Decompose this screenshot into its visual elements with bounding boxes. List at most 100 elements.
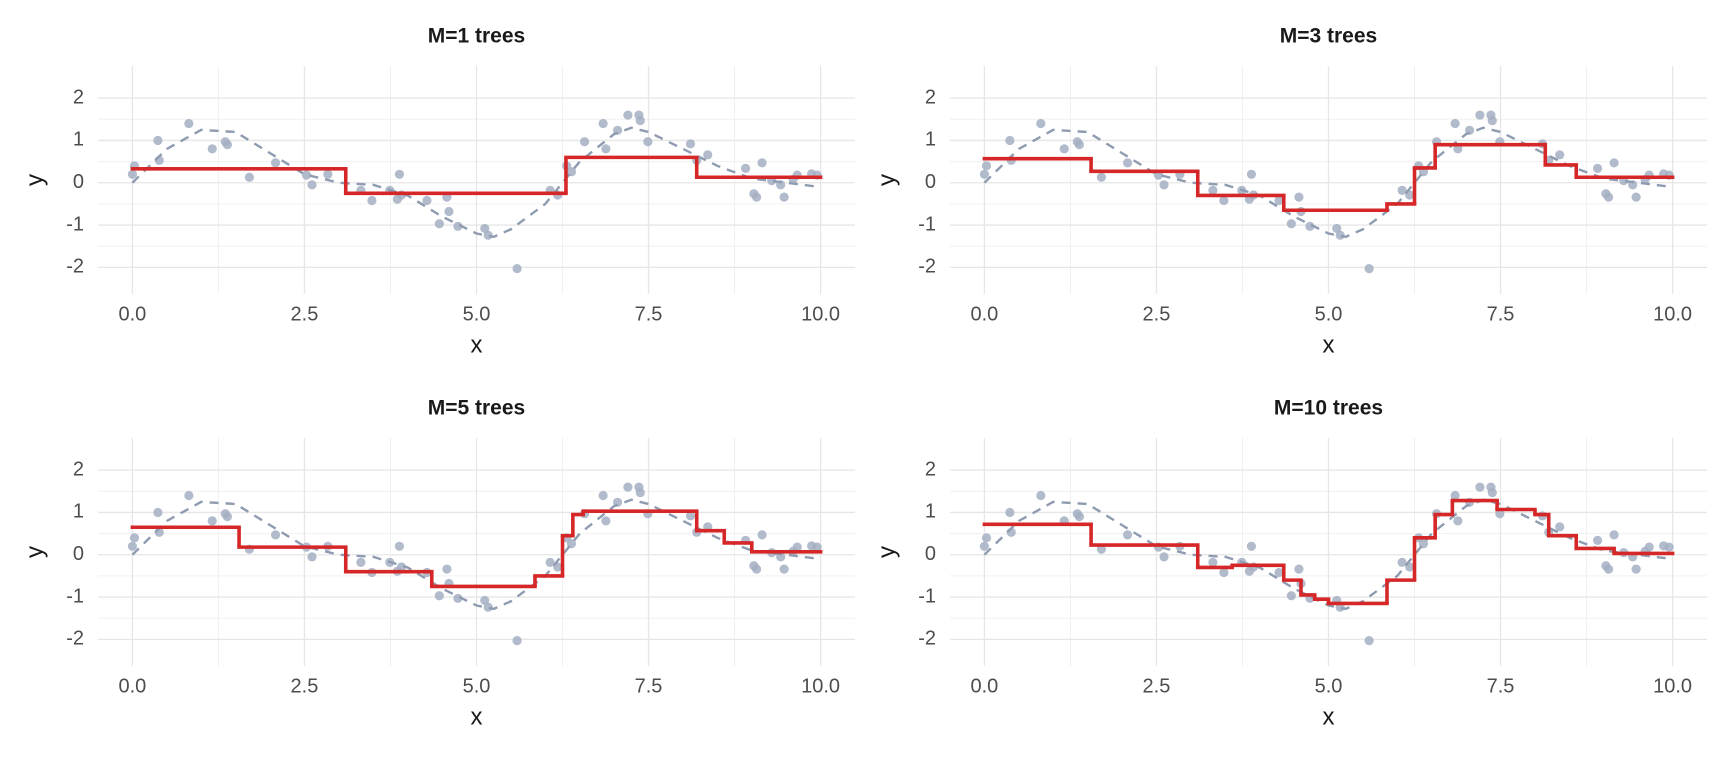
x-axis-title: x xyxy=(471,703,483,730)
data-point xyxy=(1286,219,1296,229)
data-point xyxy=(685,139,696,149)
data-point xyxy=(1208,185,1218,195)
data-point xyxy=(153,507,163,518)
data-point xyxy=(301,170,312,180)
y-tick-label: 1 xyxy=(73,129,84,151)
data-point xyxy=(434,219,444,229)
y-tick-label: 0 xyxy=(925,543,936,565)
data-point xyxy=(323,169,333,179)
data-point xyxy=(1335,230,1345,240)
x-tick-label: 5.0 xyxy=(1315,675,1343,697)
data-point xyxy=(981,161,992,171)
y-tick-label: -2 xyxy=(918,628,936,650)
data-point xyxy=(703,150,713,160)
x-tick-label: 7.5 xyxy=(1487,675,1515,697)
data-point xyxy=(1122,158,1133,168)
panel: 0.0 2.5 5.0 7.5 10.0 -2 -1 0 1 2 M=10 trees x y xyxy=(873,397,1707,730)
x-axis-title: x xyxy=(471,331,483,358)
x-tick-label: 0.0 xyxy=(971,303,999,325)
y-tick-label: -2 xyxy=(66,628,84,650)
y-tick-label: 0 xyxy=(73,171,84,193)
y-tick-label: 2 xyxy=(925,458,936,480)
data-point xyxy=(367,195,377,206)
data-point xyxy=(1036,118,1046,129)
data-point xyxy=(356,557,366,567)
data-point xyxy=(623,482,633,492)
data-point xyxy=(1475,482,1485,492)
data-point xyxy=(1487,115,1497,126)
data-point xyxy=(1036,490,1046,501)
true-function-line xyxy=(131,126,821,239)
y-axis-title: y xyxy=(21,174,48,186)
data-point xyxy=(307,552,317,562)
y-tick-label: 1 xyxy=(73,501,84,523)
data-point xyxy=(1005,507,1015,518)
y-tick-label: -1 xyxy=(918,213,936,235)
x-tick-label: 2.5 xyxy=(291,675,319,697)
data-point xyxy=(979,169,990,179)
x-tick-label: 5.0 xyxy=(463,675,491,697)
data-point xyxy=(127,541,138,551)
data-point xyxy=(129,533,140,543)
x-axis-title: x xyxy=(1323,331,1335,358)
data-point xyxy=(601,144,611,154)
y-tick-label: -2 xyxy=(918,256,936,278)
x-tick-label: 7.5 xyxy=(635,303,663,325)
data-point xyxy=(1274,195,1284,206)
data-point xyxy=(1274,567,1284,578)
data-point xyxy=(184,490,194,501)
y-axis-title: y xyxy=(21,546,48,558)
data-point xyxy=(483,602,493,612)
x-tick-label: 7.5 xyxy=(1487,303,1515,325)
panel: 0.0 2.5 5.0 7.5 10.0 -2 -1 0 1 2 M=3 trees x y xyxy=(873,25,1707,358)
data-point xyxy=(751,564,762,574)
data-point xyxy=(1159,180,1169,190)
data-point xyxy=(1332,223,1342,234)
data-point xyxy=(1397,557,1407,567)
data-point xyxy=(1364,264,1374,274)
y-tick-label: 2 xyxy=(73,458,84,480)
data-point xyxy=(779,192,789,202)
chart-title: M=3 trees xyxy=(1280,25,1377,48)
data-point xyxy=(1475,110,1485,120)
data-point xyxy=(1397,185,1407,195)
x-tick-label: 5.0 xyxy=(463,303,491,325)
x-tick-label: 0.0 xyxy=(971,675,999,697)
data-point xyxy=(1059,144,1069,154)
data-point xyxy=(1219,567,1229,578)
data-point xyxy=(1555,522,1565,532)
data-point xyxy=(1294,564,1304,574)
y-tick-label: -1 xyxy=(66,585,84,607)
data-point xyxy=(635,487,645,498)
data-point xyxy=(270,530,281,540)
x-axis-title: x xyxy=(1323,703,1335,730)
x-tick-label: 10.0 xyxy=(1653,675,1692,697)
data-point xyxy=(1364,636,1374,646)
true-function-line xyxy=(983,498,1673,611)
chart-title: M=5 trees xyxy=(428,397,525,420)
data-point xyxy=(222,512,232,522)
data-point xyxy=(1609,158,1619,168)
data-point xyxy=(512,264,522,274)
data-point xyxy=(207,144,217,154)
data-point xyxy=(1609,530,1619,540)
true-function-line xyxy=(131,498,821,611)
data-point xyxy=(1450,490,1460,501)
data-point xyxy=(453,593,463,603)
data-point xyxy=(1074,512,1084,522)
data-point xyxy=(127,169,138,179)
data-point xyxy=(1631,564,1641,574)
panel: 0.0 2.5 5.0 7.5 10.0 -2 -1 0 1 2 M=1 trees x y xyxy=(21,25,855,358)
data-point xyxy=(740,163,751,173)
data-point xyxy=(1208,557,1218,567)
data-point xyxy=(812,542,822,552)
data-point xyxy=(635,115,645,126)
data-point xyxy=(442,564,452,574)
data-point xyxy=(394,169,405,179)
data-point xyxy=(1005,135,1015,146)
x-tick-label: 10.0 xyxy=(801,675,840,697)
data-point xyxy=(1495,509,1505,519)
data-point xyxy=(545,557,555,567)
